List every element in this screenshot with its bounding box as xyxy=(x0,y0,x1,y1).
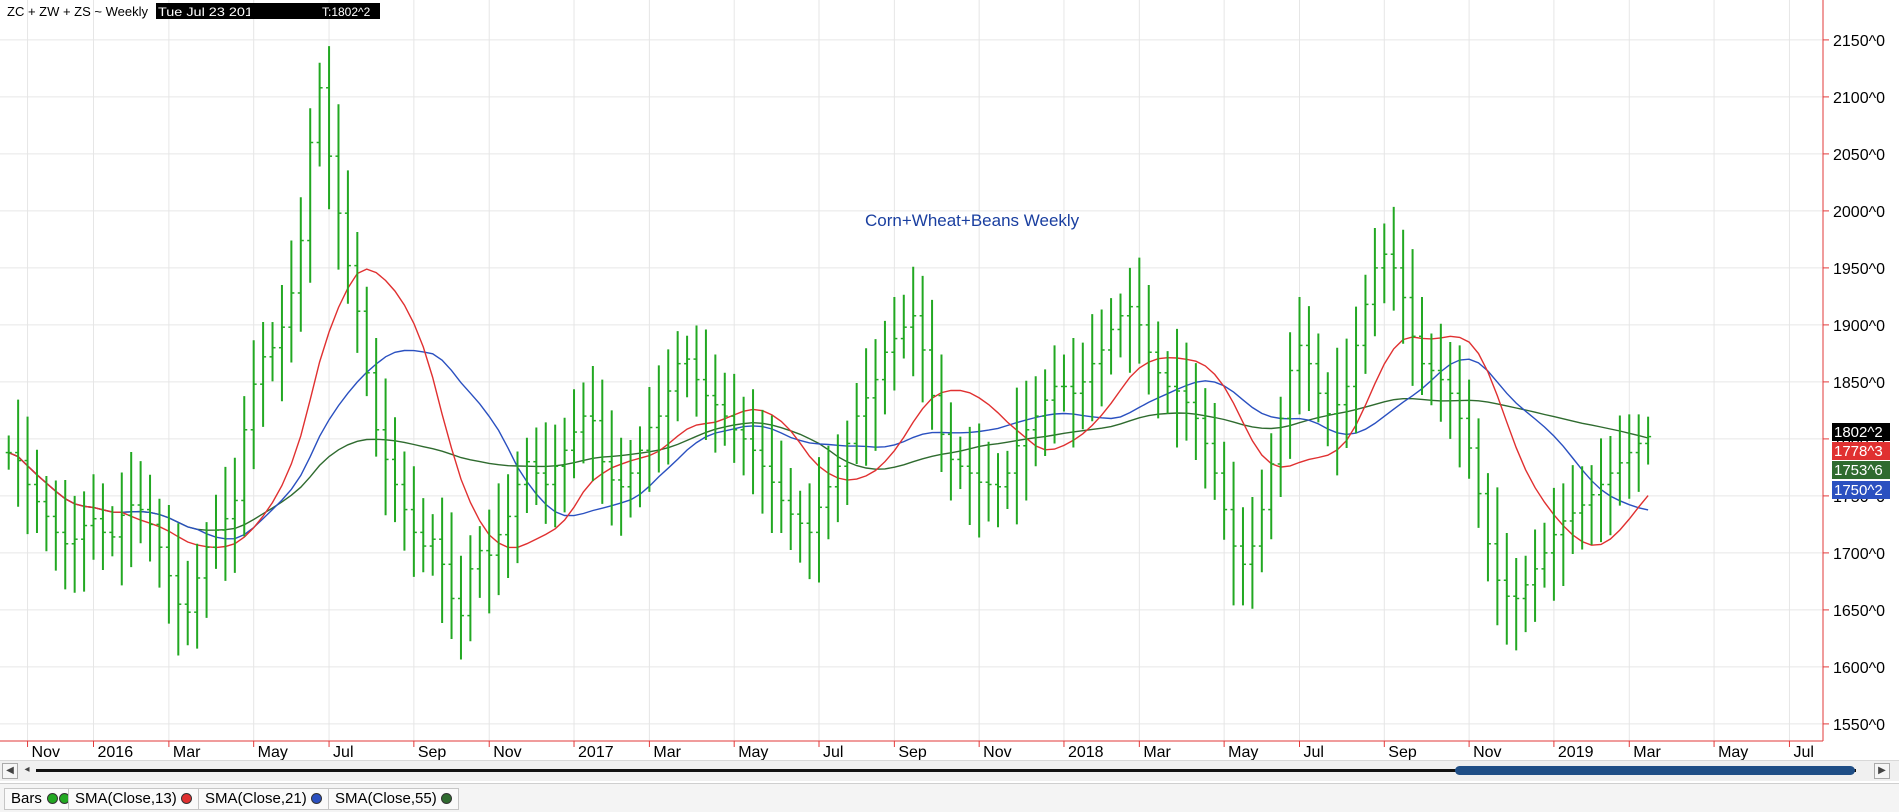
x-tick-label: Nov xyxy=(493,744,521,761)
x-tick-label: 2016 xyxy=(98,744,134,761)
y-tick-label: 1900^0 xyxy=(1833,318,1885,335)
y-tick-label: 2100^0 xyxy=(1833,90,1885,107)
plot-background xyxy=(0,0,1823,741)
y-tick-label: 1950^0 xyxy=(1833,261,1885,278)
legend-sma55[interactable]: SMA(Close,55) xyxy=(328,788,459,810)
x-tick-label: Jul xyxy=(1304,744,1324,761)
x-tick-label: Jul xyxy=(1793,744,1813,761)
last-value-label: 1802^2 xyxy=(1834,424,1883,441)
ohlc-bars xyxy=(5,46,1652,660)
legend-bars-label: Bars xyxy=(11,790,42,807)
x-tick-label: Sep xyxy=(1388,744,1417,761)
sma21-path xyxy=(8,349,1649,540)
y-tick-label: 1550^0 xyxy=(1833,717,1885,734)
y-tick-label: 2050^0 xyxy=(1833,147,1885,164)
sma13-color-dot-icon xyxy=(180,792,192,804)
last-value-labels: 1802^2 1778^3 1753^6 1750^2 xyxy=(1832,423,1890,499)
x-axis-ticks: Nov 2016 Mar May Jul Sep Nov 2017 Mar May Jul Sep No… xyxy=(27,741,1814,761)
y-tick-label: 1850^0 xyxy=(1833,375,1885,392)
symbol-label: ZC + ZW + ZS ~ Weekly xyxy=(7,4,148,19)
legend-sma21[interactable]: SMA(Close,21) xyxy=(198,788,329,810)
last-value-box xyxy=(1832,442,1890,460)
x-tick-label: Jul xyxy=(333,744,353,761)
bars-color-dot-icon xyxy=(46,792,58,804)
x-tick-label: 2017 xyxy=(578,744,614,761)
x-tick-label: May xyxy=(738,744,768,761)
legend-sma55-label: SMA(Close,55) xyxy=(335,790,437,807)
header-info: Tue Jul 23 2019 7:16:48 AM T:1802^2 xyxy=(156,3,380,19)
chart-annotation: Corn+Wheat+Beans Weekly xyxy=(865,211,1080,230)
sma55-color-dot-icon xyxy=(440,792,452,804)
horizontal-scrollbar[interactable]: ◀ ◂ ▶ xyxy=(0,760,1899,781)
y-tick-label: 1600^0 xyxy=(1833,660,1885,677)
x-tick-label: May xyxy=(258,744,288,761)
y-tick-label: 2000^0 xyxy=(1833,204,1885,221)
last-value-label: 1778^3 xyxy=(1834,443,1883,460)
last-value-label: 1753^6 xyxy=(1834,462,1883,479)
scroll-step-left-icon[interactable]: ◂ xyxy=(24,764,30,775)
grid xyxy=(0,0,1823,741)
last-value-box xyxy=(1832,481,1890,499)
last-value-label: 1750^2 xyxy=(1834,482,1883,499)
sma21-line xyxy=(8,349,1649,540)
y-axis-ticks: 1550^01600^01650^01700^01750^01800^01850… xyxy=(1823,33,1885,734)
x-tick-label: May xyxy=(1718,744,1748,761)
y-tick-label: 1700^0 xyxy=(1833,546,1885,563)
study-legend-bar: Bars SMA(Close,13) SMA(Close,21) SMA(Clo… xyxy=(0,783,1899,812)
y-tick-label: 1650^0 xyxy=(1833,603,1885,620)
sma21-color-dot-icon xyxy=(310,792,322,804)
legend-sma13-label: SMA(Close,13) xyxy=(75,790,177,807)
scroll-right-icon[interactable]: ▶ xyxy=(1874,763,1890,779)
legend-sma21-label: SMA(Close,21) xyxy=(205,790,307,807)
last-value-box xyxy=(1832,423,1890,441)
x-tick-label: 2019 xyxy=(1558,744,1594,761)
x-tick-label: Mar xyxy=(1143,744,1171,761)
header-last-trade: T:1802^2 xyxy=(322,5,371,19)
x-tick-label: Nov xyxy=(983,744,1011,761)
legend-bars[interactable]: Bars xyxy=(4,788,77,810)
last-value-box xyxy=(1832,461,1890,479)
scroll-thumb[interactable] xyxy=(1455,766,1855,775)
x-tick-label: Nov xyxy=(1473,744,1501,761)
x-tick-label: May xyxy=(1228,744,1258,761)
scroll-track[interactable] xyxy=(36,769,1856,772)
x-tick-label: Sep xyxy=(418,744,447,761)
y-tick-label: 2150^0 xyxy=(1833,33,1885,50)
x-tick-label: 2018 xyxy=(1068,744,1104,761)
x-tick-label: Mar xyxy=(653,744,681,761)
x-tick-label: Mar xyxy=(173,744,201,761)
x-tick-label: Jul xyxy=(823,744,843,761)
scroll-left-icon[interactable]: ◀ xyxy=(2,763,18,779)
x-tick-label: Sep xyxy=(898,744,927,761)
x-tick-label: Mar xyxy=(1633,744,1661,761)
x-tick-label: Nov xyxy=(32,744,60,761)
legend-sma13[interactable]: SMA(Close,13) xyxy=(68,788,199,810)
